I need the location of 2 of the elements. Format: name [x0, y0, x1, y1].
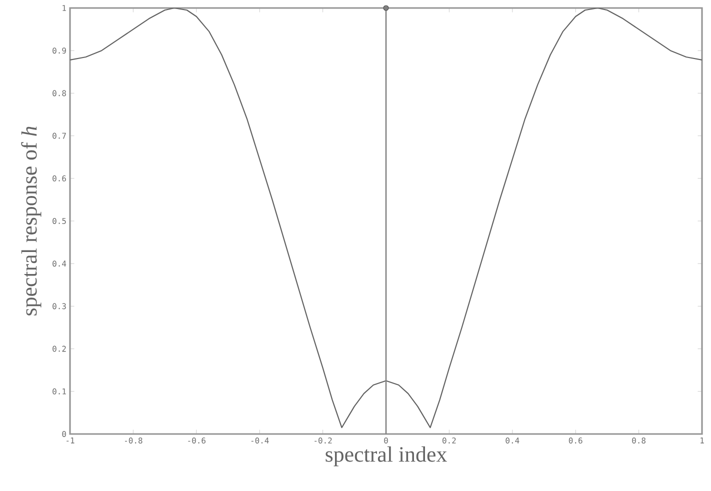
y-axis-title: spectral response of h	[21, 126, 42, 316]
x-axis-title: spectral index	[326, 446, 447, 466]
